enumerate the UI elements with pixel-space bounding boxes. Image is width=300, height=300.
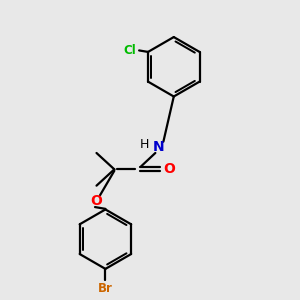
Text: Br: Br bbox=[98, 282, 113, 295]
Text: O: O bbox=[164, 162, 175, 176]
Text: O: O bbox=[91, 194, 102, 208]
Text: N: N bbox=[153, 140, 165, 154]
Text: Cl: Cl bbox=[124, 44, 136, 57]
Text: H: H bbox=[140, 138, 149, 151]
